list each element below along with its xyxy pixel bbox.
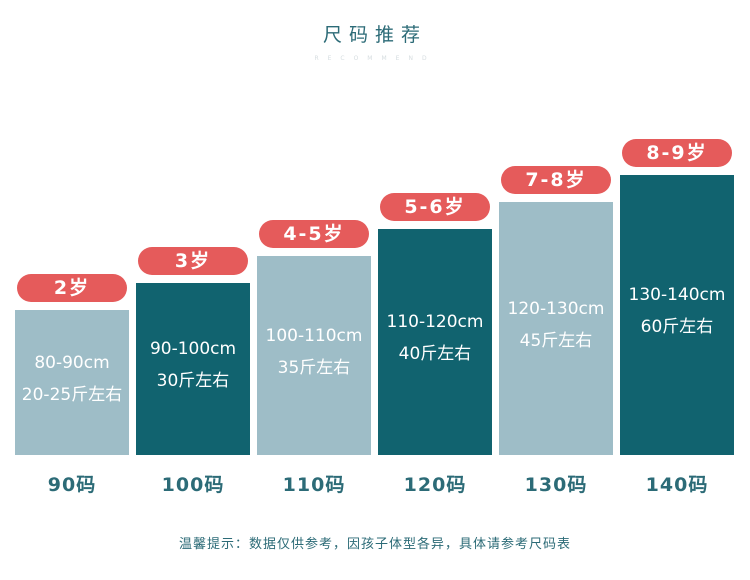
size-label: 140码 [645,474,709,496]
chart-title: 尺码推荐 [322,24,427,46]
size-label: 100码 [161,474,225,496]
bar-110码: 100-110cm 35斤左右 [257,256,371,455]
height-label: 100-110cm [265,325,363,346]
chart-subtitle: RECOMMEND [314,55,436,62]
bar-130码: 120-130cm 45斤左右 [499,202,613,455]
size-label: 110码 [282,474,346,496]
footnote: 温馨提示：数据仅供参考，因孩子体型各异，具体请参考尺码表 [178,537,571,552]
size-label: 120码 [403,474,467,496]
height-label: 110-120cm [386,312,484,332]
weight-label: 40斤左右 [398,344,472,364]
age-badge: 5-6岁 [380,193,490,221]
age-badge: 4-5岁 [259,220,369,248]
age-badge: 3岁 [138,247,248,275]
height-label: 120-130cm [507,298,605,319]
bar-90码: 80-90cm 20-25斤左右 [15,310,129,455]
size-label: 130码 [524,474,588,496]
height-label: 80-90cm [34,352,110,373]
height-label: 130-140cm [628,285,726,305]
weight-label: 35斤左右 [277,357,351,378]
age-badge: 7-8岁 [501,166,611,194]
size-label: 90码 [47,474,97,496]
bar-140码: 130-140cm 60斤左右 [620,175,734,455]
bar-120码: 110-120cm 40斤左右 [378,229,492,455]
weight-label: 20-25斤左右 [21,384,123,405]
height-label: 90-100cm [149,339,237,359]
weight-label: 60斤左右 [640,317,714,337]
age-badge: 2岁 [17,274,127,302]
weight-label: 45斤左右 [519,330,593,351]
bar-100码: 90-100cm 30斤左右 [136,283,250,455]
weight-label: 30斤左右 [156,371,230,391]
age-badge: 8-9岁 [622,139,732,167]
